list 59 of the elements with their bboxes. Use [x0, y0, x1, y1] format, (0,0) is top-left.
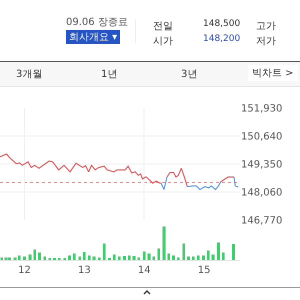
text: 고가 [256, 20, 276, 33]
text: 09.06 장종료 [66, 16, 128, 29]
bar [148, 253, 150, 260]
bar [78, 256, 81, 260]
text: 148,500 [203, 19, 240, 29]
text: 저가 [256, 35, 276, 48]
bar [112, 254, 116, 260]
text: 148,200 [203, 34, 240, 44]
bar [72, 253, 76, 260]
text: 전일 [153, 20, 173, 33]
bar [232, 244, 235, 260]
bar [132, 256, 136, 260]
bar [83, 252, 86, 260]
bar [196, 255, 200, 260]
text: 3개월 [16, 68, 42, 81]
bar [118, 256, 120, 260]
y-tick-label: 149,350 [241, 160, 282, 170]
bar [152, 256, 156, 260]
bar [102, 243, 106, 260]
bar [142, 251, 146, 260]
bar [18, 255, 20, 260]
bar [187, 256, 190, 260]
bar [167, 253, 170, 260]
text: 3년 [181, 68, 198, 81]
bar [202, 255, 205, 260]
bar [128, 255, 131, 260]
bar [162, 226, 166, 260]
bar [33, 249, 36, 260]
y-tick-label: 148,060 [241, 188, 282, 198]
bar [23, 256, 26, 260]
bar [8, 257, 11, 260]
bar [157, 248, 160, 260]
x-tick-label: 13 [78, 265, 91, 276]
bar [217, 242, 220, 260]
x-tick-label: 12 [18, 265, 31, 276]
y-tick-label: 151,930 [241, 104, 282, 114]
text: 시가 [153, 35, 173, 48]
bar [206, 250, 210, 260]
bar [68, 255, 71, 260]
bar [212, 254, 214, 260]
bar [182, 243, 186, 260]
bar [4, 257, 8, 260]
bar [222, 252, 225, 260]
text: 1년 [101, 68, 118, 81]
text: 빅차트 > [248, 65, 298, 81]
bar [28, 254, 32, 260]
bar [192, 256, 195, 260]
y-tick-label: 146,770 [241, 216, 282, 226]
bar [38, 252, 41, 260]
bar [123, 256, 126, 260]
bar [92, 256, 96, 260]
bar [88, 255, 91, 260]
text: 회사개요 ▾ [66, 30, 120, 44]
bar [44, 256, 46, 260]
y-tick-label: 150,640 [241, 132, 282, 142]
x-tick-label: 14 [138, 265, 151, 276]
bar [172, 255, 175, 260]
bar [14, 257, 16, 260]
x-tick-label: 15 [198, 265, 210, 276]
